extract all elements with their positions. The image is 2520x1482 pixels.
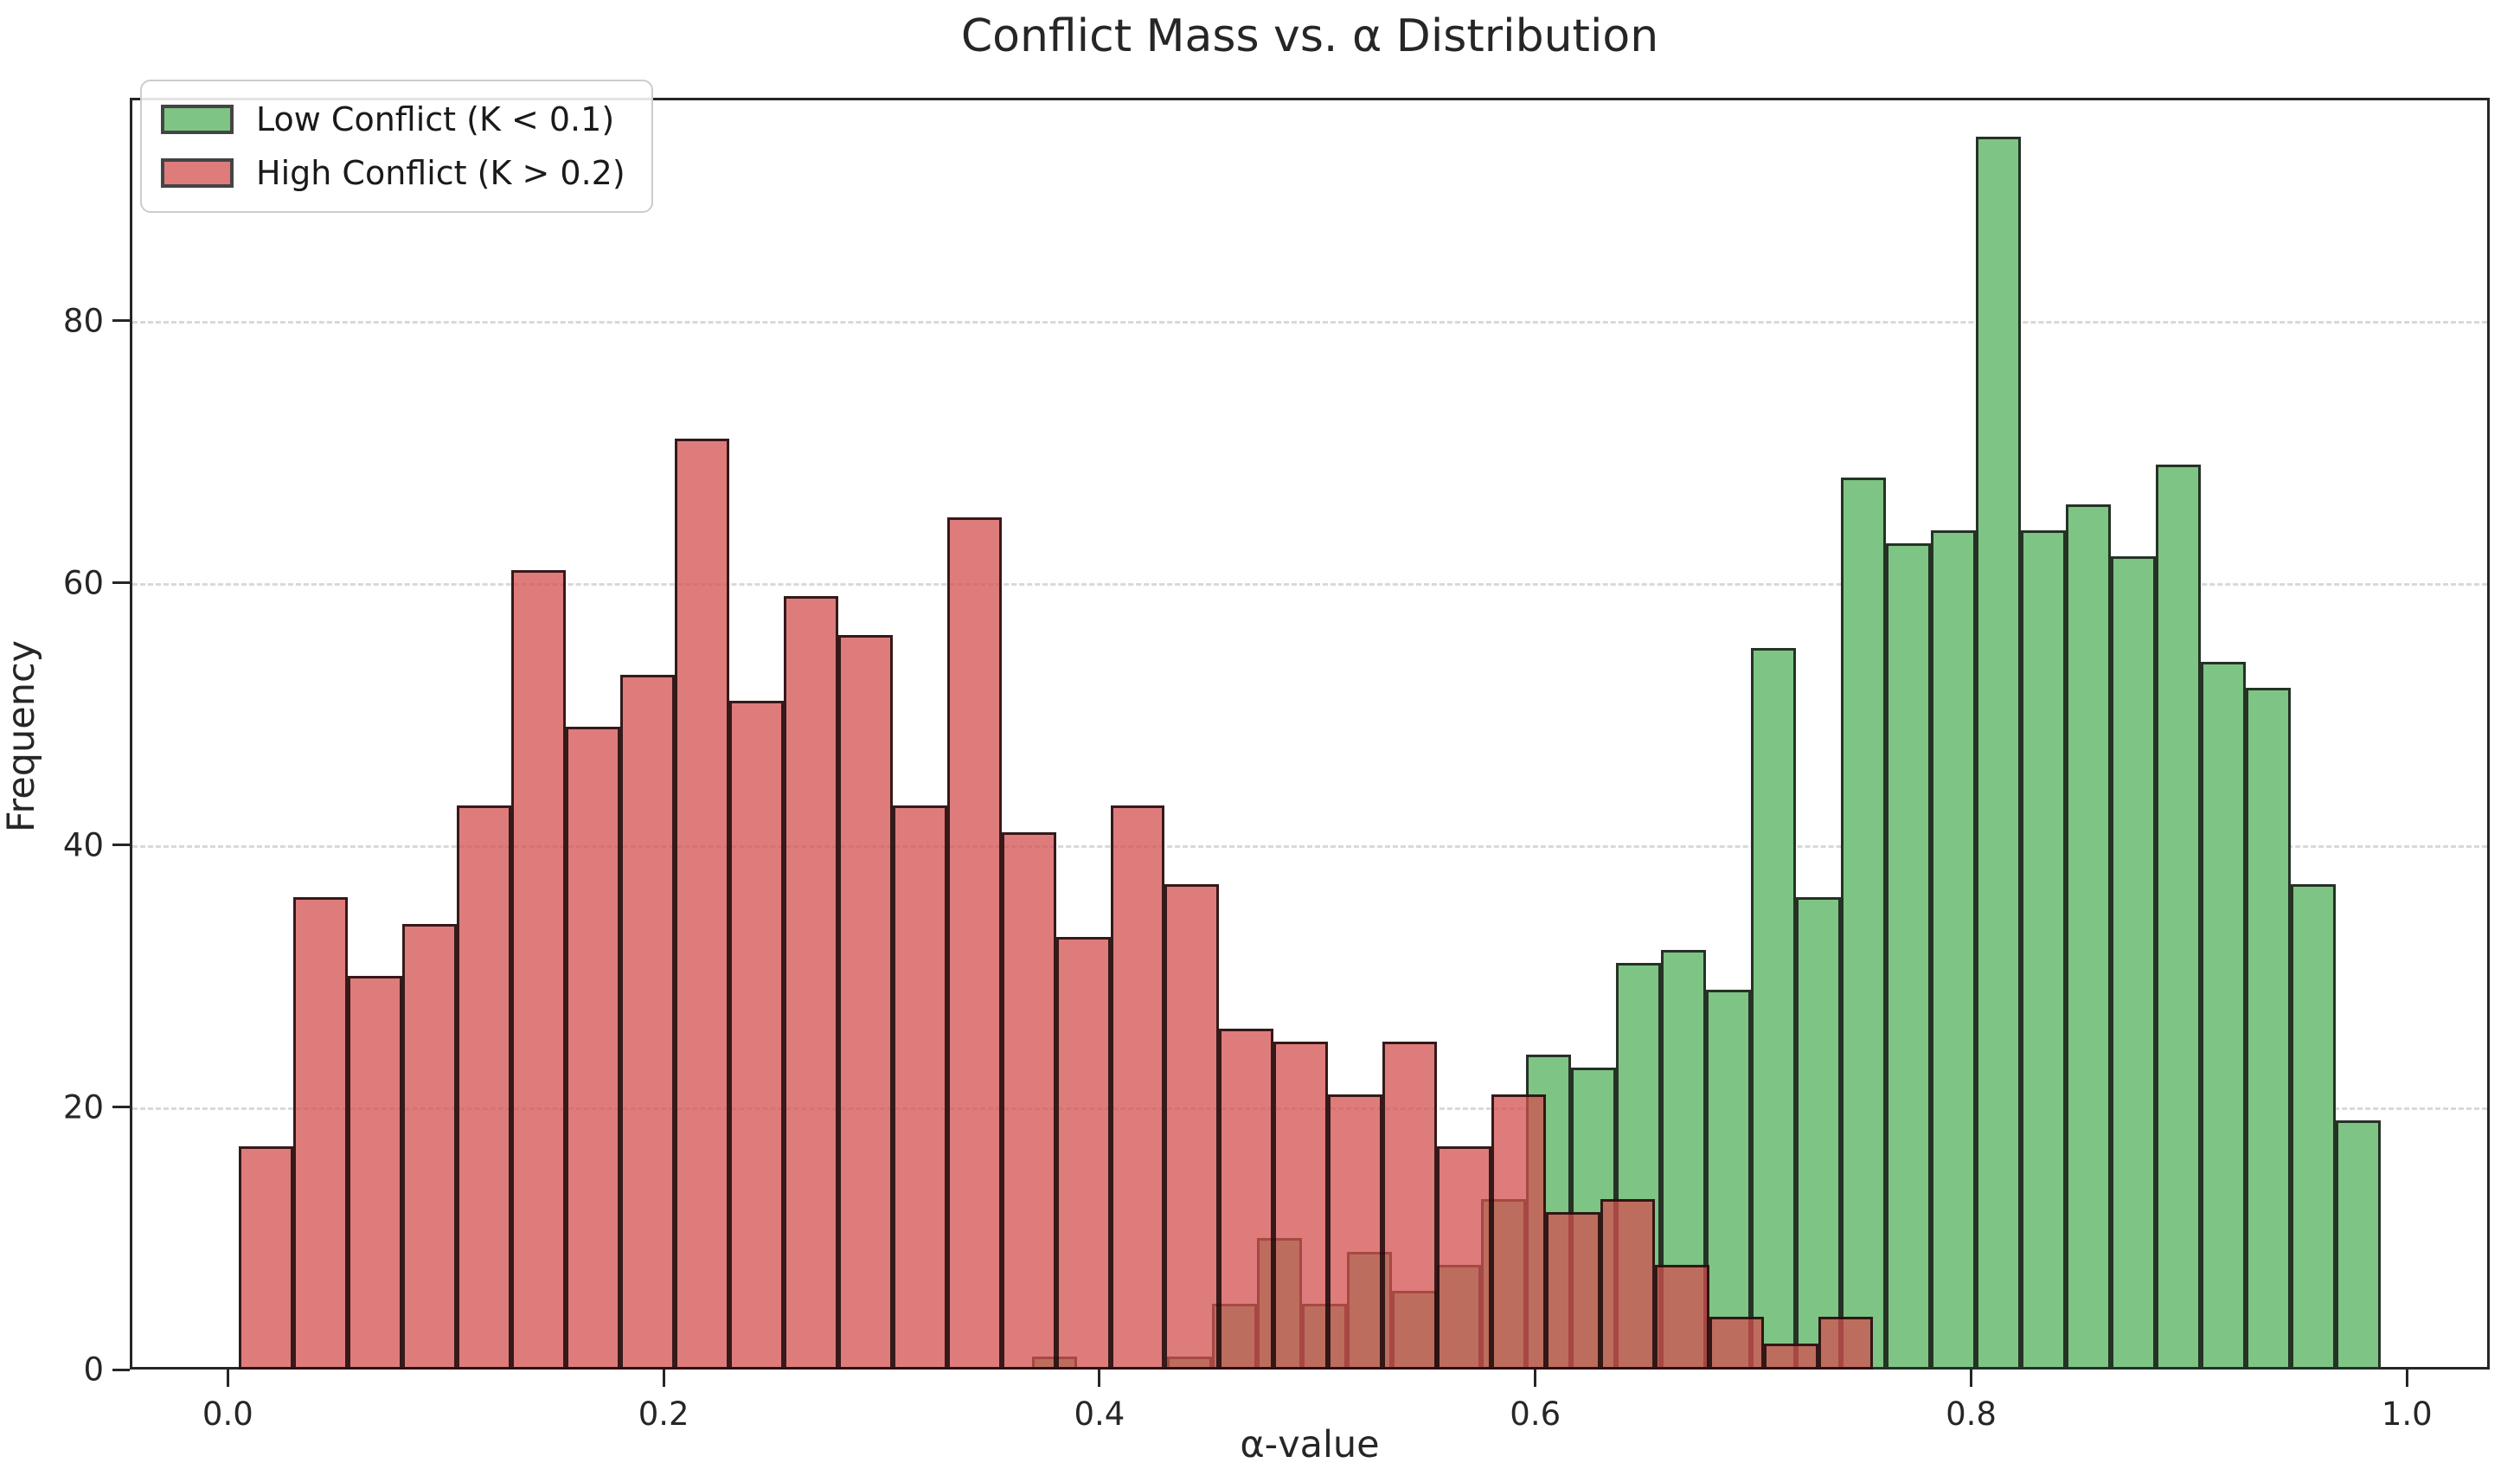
y-tick-label: 0 xyxy=(83,1350,104,1389)
high-conflict-bar xyxy=(892,805,947,1370)
y-tickmark-80 xyxy=(112,319,130,323)
y-tickmark-0 xyxy=(112,1368,130,1371)
high-conflict-bar xyxy=(1546,1212,1601,1370)
x-tick-label: 0.8 xyxy=(1946,1395,1997,1433)
x-tick-label: 0.4 xyxy=(1074,1395,1125,1433)
x-tickmark-0.8 xyxy=(1969,1370,1972,1387)
y-tick-label: 40 xyxy=(62,826,104,864)
legend-label: Low Conflict (K < 0.1) xyxy=(256,100,615,138)
x-tickmark-0.6 xyxy=(1534,1370,1537,1387)
high-conflict-bar xyxy=(1491,1094,1547,1370)
legend-entry-low-conflict: Low Conflict (K < 0.1) xyxy=(161,100,625,138)
low-conflict-bar xyxy=(1886,543,1932,1370)
legend-label: High Conflict (K > 0.2) xyxy=(256,154,625,192)
low-conflict-bar xyxy=(1751,648,1797,1370)
high-conflict-swatch xyxy=(161,158,234,188)
high-conflict-bar xyxy=(292,897,348,1370)
high-conflict-bar xyxy=(401,923,457,1370)
high-conflict-bar xyxy=(1600,1198,1656,1370)
high-conflict-bar xyxy=(674,439,729,1370)
high-conflict-bar xyxy=(1164,884,1220,1370)
low-conflict-bar xyxy=(1706,989,1752,1370)
low-conflict-bar xyxy=(1931,530,1977,1370)
high-conflict-bar xyxy=(565,727,620,1370)
x-tickmark-0.2 xyxy=(662,1370,665,1387)
high-conflict-bar xyxy=(1273,1042,1329,1370)
x-tickmark-0.4 xyxy=(1098,1370,1101,1387)
x-tick-label: 0.6 xyxy=(1510,1395,1561,1433)
low-conflict-bar xyxy=(2155,465,2201,1370)
high-conflict-bar xyxy=(1001,831,1056,1370)
low-conflict-bar xyxy=(1976,137,2022,1370)
low-conflict-bar xyxy=(2111,556,2156,1370)
y-tick-label: 60 xyxy=(62,564,104,602)
high-conflict-bar xyxy=(347,976,402,1370)
high-conflict-bar xyxy=(510,569,566,1370)
low-conflict-bar xyxy=(1841,478,1887,1370)
high-conflict-bar xyxy=(238,1146,293,1370)
high-conflict-bar xyxy=(1709,1317,1765,1370)
y-tick-label: 20 xyxy=(62,1088,104,1126)
x-tickmark-0.0 xyxy=(226,1370,229,1387)
low-conflict-swatch xyxy=(161,105,234,134)
low-conflict-bar xyxy=(1796,897,1842,1370)
plot-area xyxy=(130,98,2490,1370)
y-tick-label: 80 xyxy=(62,302,104,340)
legend-entry-high-conflict: High Conflict (K > 0.2) xyxy=(161,154,625,192)
high-conflict-bar xyxy=(456,805,511,1370)
high-conflict-bar xyxy=(1437,1146,1492,1370)
high-conflict-bar xyxy=(728,701,784,1370)
high-conflict-bar xyxy=(1110,805,1165,1370)
high-conflict-bar xyxy=(1219,1028,1274,1370)
y-gridline-40 xyxy=(132,844,2487,848)
y-tickmark-60 xyxy=(112,581,130,585)
high-conflict-bar xyxy=(1818,1317,1874,1370)
low-conflict-bar xyxy=(2335,1120,2381,1370)
high-conflict-bar xyxy=(1655,1264,1710,1370)
x-tick-label: 0.0 xyxy=(202,1395,253,1433)
x-tickmark-1.0 xyxy=(2405,1370,2408,1387)
high-conflict-bar xyxy=(783,595,838,1370)
y-tickmark-20 xyxy=(112,1106,130,1109)
high-conflict-bar xyxy=(1382,1042,1438,1370)
x-axis-label: α-value xyxy=(1240,1423,1380,1466)
high-conflict-bar xyxy=(1328,1094,1383,1370)
low-conflict-bar xyxy=(2021,530,2067,1370)
y-gridline-60 xyxy=(132,582,2487,586)
high-conflict-bar xyxy=(837,635,893,1370)
y-tickmark-40 xyxy=(112,844,130,847)
chart-title: Conflict Mass vs. α Distribution xyxy=(960,10,1659,62)
high-conflict-bar xyxy=(619,674,675,1370)
low-conflict-bar xyxy=(2066,504,2111,1370)
low-conflict-bar xyxy=(2245,687,2291,1370)
x-tick-label: 1.0 xyxy=(2381,1395,2433,1433)
x-tick-label: 0.2 xyxy=(638,1395,689,1433)
high-conflict-bar xyxy=(1764,1343,1819,1370)
high-conflict-bar xyxy=(1055,936,1111,1370)
y-gridline-80 xyxy=(132,320,2487,324)
legend: Low Conflict (K < 0.1) High Conflict (K >… xyxy=(140,80,653,213)
low-conflict-bar xyxy=(2290,884,2336,1370)
low-conflict-bar xyxy=(2200,661,2246,1370)
high-conflict-bar xyxy=(946,516,1002,1370)
